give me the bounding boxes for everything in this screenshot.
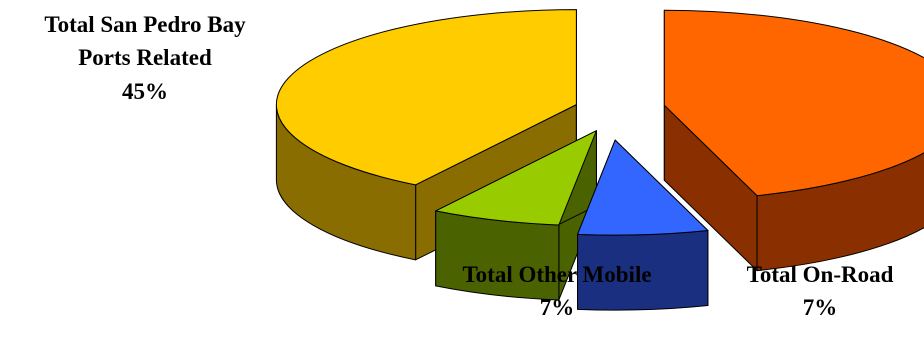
pie-slice-1 bbox=[577, 139, 709, 311]
pie-slice-0 bbox=[663, 9, 924, 272]
slice-label-line: Total On-Road bbox=[746, 262, 894, 287]
slice-label-line: Total Other Mobile bbox=[462, 262, 652, 287]
slice-percent: 7% bbox=[539, 295, 575, 321]
pie-slice-2 bbox=[435, 130, 597, 301]
slice-percent: 45% bbox=[122, 78, 168, 104]
pie-slice-top bbox=[435, 130, 597, 226]
slice-label-line: Ports Related bbox=[78, 45, 212, 71]
slice-label-line: Total San Pedro Bay bbox=[44, 12, 246, 37]
slice-percent: 7% bbox=[802, 295, 838, 321]
pie-slice-top bbox=[663, 9, 924, 197]
slice-label-other-mobile: Total Other Mobile 7% bbox=[412, 258, 702, 325]
slice-label-san-pedro-bay: Total San Pedro Bay Ports Related 45% bbox=[0, 8, 290, 108]
pie-slice-top bbox=[275, 9, 577, 186]
pie-slice-side bbox=[756, 152, 924, 272]
pie-slice-top bbox=[577, 139, 709, 236]
slice-label-on-road: Total On-Road 7% bbox=[700, 258, 924, 325]
